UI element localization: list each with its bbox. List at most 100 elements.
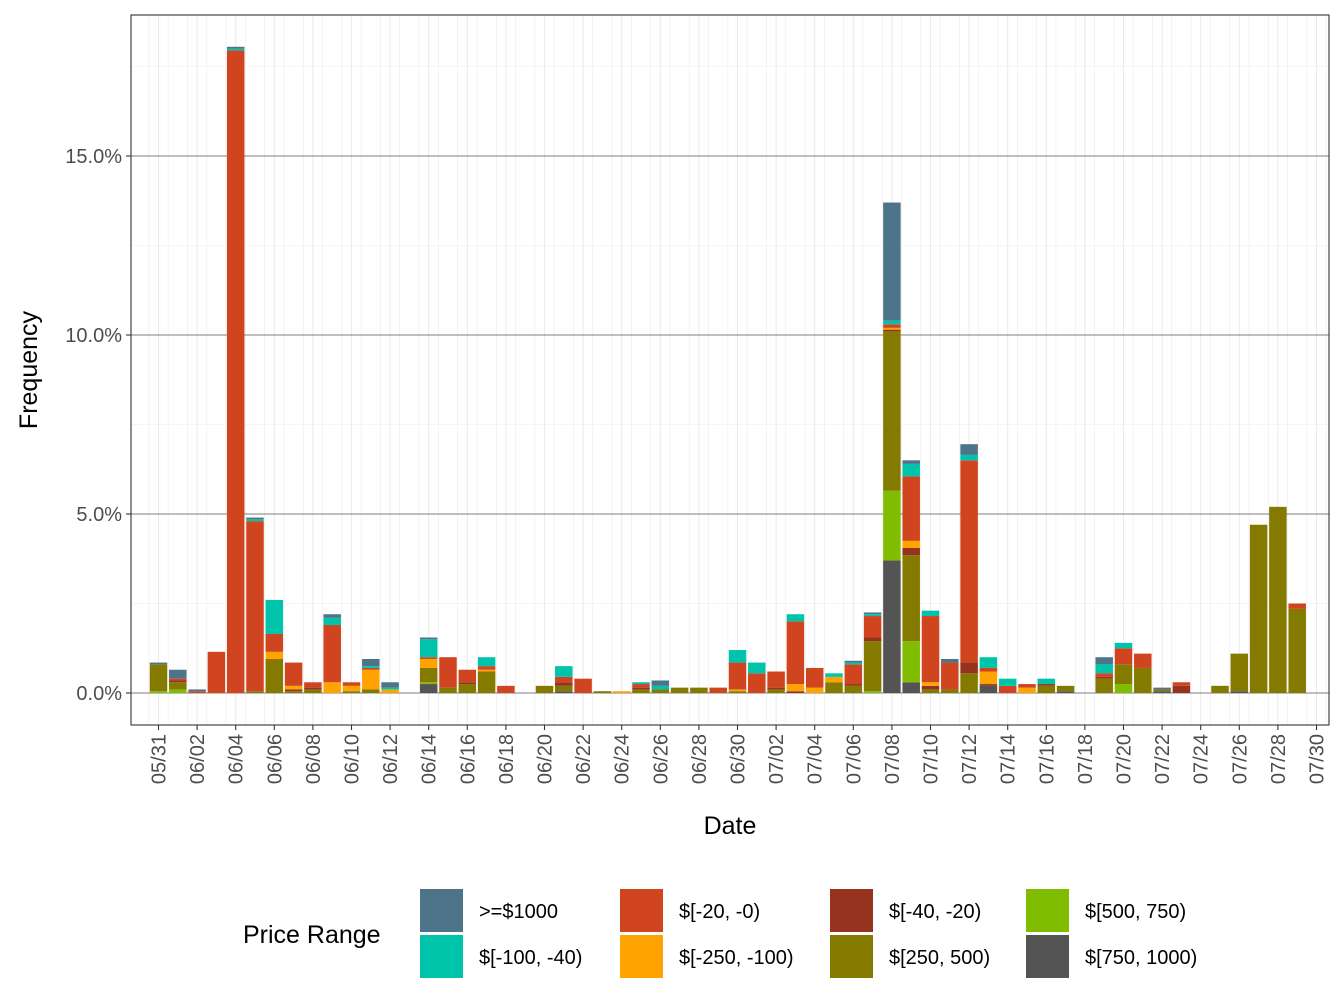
bar-segment: [362, 669, 380, 690]
bar-stack-06-03: [207, 651, 226, 693]
bar-segment: [786, 614, 805, 622]
bar-segment: [1037, 685, 1056, 693]
bar-segment: [323, 624, 341, 683]
bar-segment: [323, 682, 341, 693]
bar-segment: [728, 689, 747, 692]
bar-segment: [902, 682, 920, 693]
bar-segment: [612, 691, 631, 693]
bar-segment: [419, 637, 438, 640]
bar-stack-06-26: [651, 680, 670, 693]
bar-stack-07-28: [1269, 506, 1287, 693]
bar-segment: [439, 657, 457, 688]
bar-segment: [477, 657, 496, 667]
bar-segment: [960, 454, 978, 461]
bar-segment: [921, 689, 940, 693]
bar-segment: [651, 689, 670, 693]
bar-stack-07-04: [805, 667, 824, 693]
bar-segment: [555, 691, 573, 693]
bar-segment: [748, 662, 766, 674]
legend-label: $[250, 500): [889, 947, 990, 969]
bar-segment: [883, 324, 901, 328]
bar-segment: [979, 685, 998, 693]
bar-segment: [284, 685, 303, 690]
x-tick-label: 07/12: [959, 734, 981, 784]
bar-segment: [767, 689, 785, 693]
bar-stack-06-21: [555, 666, 573, 693]
legend-key: [1026, 935, 1069, 978]
bar-segment: [651, 680, 670, 686]
bar-segment: [632, 682, 650, 685]
bar-segment: [323, 614, 341, 618]
x-tick-label: 07/18: [1075, 734, 1097, 784]
bar-segment: [362, 667, 380, 670]
bar-segment: [342, 682, 361, 686]
bar-segment: [767, 687, 785, 690]
legend-key: [420, 935, 463, 978]
bar-segment: [786, 691, 805, 693]
y-axis: 0.0% 5.0% 10.0% 15.0%: [65, 146, 131, 705]
bar-segment: [632, 687, 650, 690]
bar-stack-07-27: [1249, 524, 1268, 693]
x-tick-label: 07/22: [1152, 734, 1174, 784]
x-tick-label: 06/18: [496, 734, 518, 784]
bar-stack-06-25: [632, 682, 650, 693]
bar-stack-07-20: [1114, 642, 1133, 693]
x-tick-label: 06/16: [457, 734, 479, 784]
x-tick-label: 06/24: [612, 734, 634, 784]
bar-stack-07-17: [1056, 685, 1075, 693]
bar-segment: [844, 664, 863, 685]
bar-segment: [1037, 678, 1056, 685]
bar-segment: [555, 666, 573, 677]
legend-title: Price Range: [243, 921, 381, 949]
bar-segment: [728, 691, 747, 693]
bar-segment: [323, 617, 341, 625]
bar-stack-06-17: [477, 657, 496, 693]
bar-stack-07-22: [1153, 687, 1171, 693]
bar-segment: [844, 660, 863, 663]
bar-segment: [902, 460, 920, 464]
bar-segment: [188, 689, 206, 692]
x-tick-label: 06/28: [689, 734, 711, 784]
bar-segment: [921, 685, 940, 690]
bar-segment: [226, 50, 245, 693]
bar-segment: [728, 650, 747, 663]
bar-stack-06-23: [593, 691, 612, 693]
bar-stack-06-01: [169, 669, 187, 693]
bar-stack-07-25: [1211, 685, 1229, 693]
bar-segment: [1056, 685, 1075, 692]
bar-segment: [477, 669, 496, 672]
bar-stack-07-15: [1018, 684, 1036, 693]
bar-stack-07-09: [902, 460, 920, 693]
bar-segment: [863, 691, 882, 693]
bar-segment: [246, 521, 264, 692]
bar-segment: [1114, 684, 1133, 693]
bar-segment: [169, 680, 187, 683]
bar-segment: [979, 684, 998, 686]
y-tick-label: 15.0%: [65, 146, 122, 168]
bar-segment: [1018, 687, 1036, 693]
bar-stack-07-11: [941, 658, 959, 693]
bar-stack-06-27: [670, 687, 689, 693]
bar-segment: [304, 689, 322, 693]
bar-stack-07-07: [863, 612, 882, 693]
bar-segment: [304, 682, 322, 688]
bar-segment: [439, 687, 457, 693]
bar-segment: [535, 685, 554, 693]
x-tick-label: 07/26: [1229, 734, 1251, 784]
bar-segment: [883, 202, 901, 321]
bar-segment: [921, 682, 940, 686]
bar-segment: [362, 666, 380, 668]
bar-segment: [709, 687, 727, 693]
bar-segment: [960, 460, 978, 663]
bar-stack-06-04: [226, 46, 245, 693]
bar-segment: [419, 682, 438, 685]
bar-segment: [362, 689, 380, 693]
bar-segment: [902, 548, 920, 556]
bar-segment: [902, 476, 920, 541]
x-tick-label: 05/31: [149, 734, 171, 784]
x-tick-label: 06/12: [380, 734, 402, 784]
bar-segment: [1114, 648, 1133, 665]
bar-stack-06-18: [497, 685, 515, 693]
bar-stack-06-06: [265, 599, 284, 693]
bar-stack-06-16: [458, 669, 477, 693]
